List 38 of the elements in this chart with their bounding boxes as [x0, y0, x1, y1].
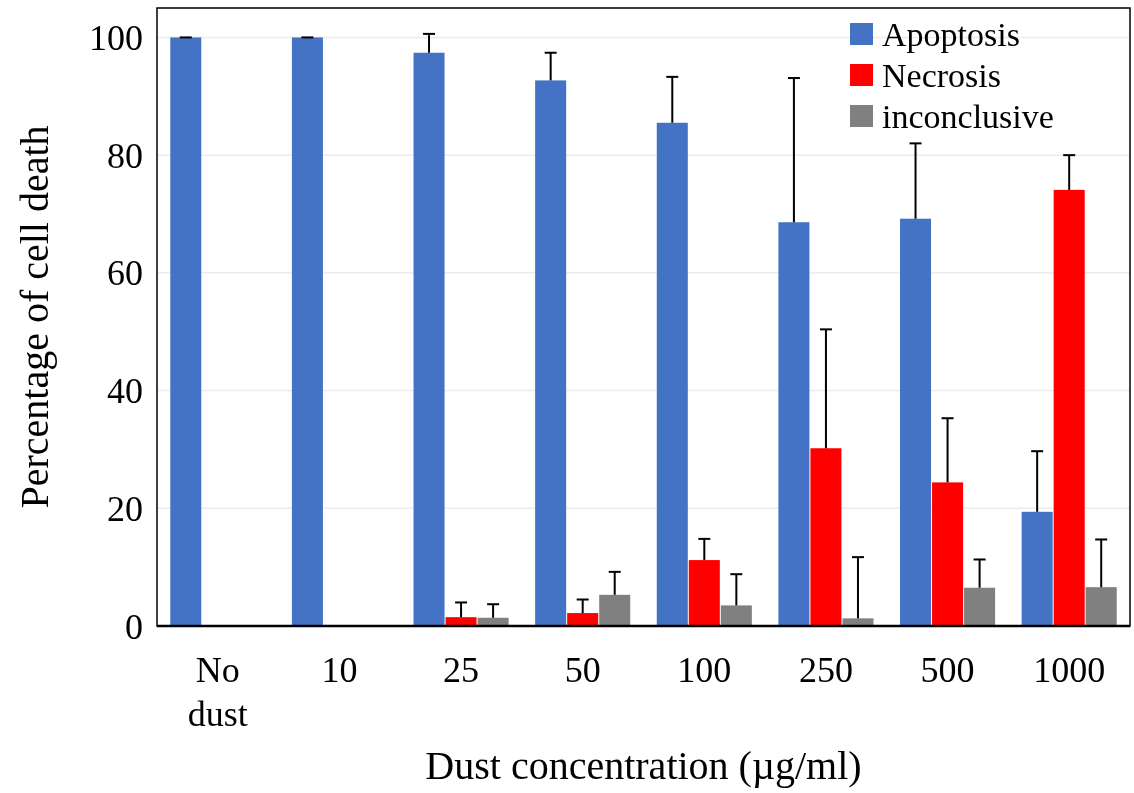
bar [1053, 189, 1085, 626]
x-tick-label: 50 [564, 650, 601, 690]
y-tick-label: 100 [89, 18, 143, 59]
y-tick-label: 0 [125, 606, 143, 647]
x-tick-label: No dust [187, 650, 248, 734]
legend-label: Apoptosis [882, 15, 1020, 53]
bar [170, 37, 202, 626]
y-tick-label: 20 [107, 488, 143, 529]
bar [599, 594, 631, 626]
bar [1021, 511, 1053, 626]
x-axis-title: Dust concentration (µg/ml) [425, 743, 862, 788]
bar [688, 560, 720, 626]
bar [964, 587, 996, 626]
x-tick-label: 10 [321, 650, 358, 690]
y-tick-label: 60 [107, 253, 143, 294]
legend-label: inconclusive [882, 97, 1054, 135]
bar [413, 52, 445, 626]
legend-label: Necrosis [882, 56, 1001, 94]
x-tick-label: 250 [798, 650, 853, 690]
bar [291, 37, 323, 626]
x-tick-label: 1000 [1033, 650, 1106, 690]
bar [1085, 587, 1117, 626]
bar [445, 617, 477, 626]
y-axis-title: Percentage of cell death [12, 125, 57, 509]
bar [842, 618, 874, 626]
y-tick-label: 40 [107, 371, 143, 412]
bar [567, 613, 599, 626]
bar [535, 80, 567, 626]
bar [720, 605, 752, 626]
x-tick-label: 100 [677, 650, 732, 690]
bar [900, 218, 932, 626]
bar [810, 448, 842, 626]
bar [932, 482, 964, 626]
x-tick-label: 500 [920, 650, 975, 690]
y-tick-label: 80 [107, 135, 143, 176]
bar [656, 122, 688, 626]
bar [778, 222, 810, 626]
x-tick-label: 25 [443, 650, 480, 690]
